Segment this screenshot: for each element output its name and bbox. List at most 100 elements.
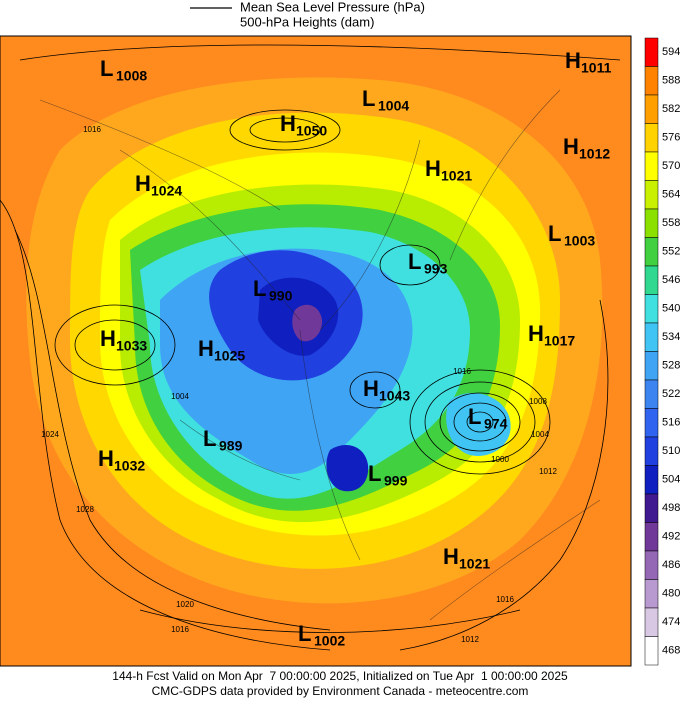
center-value: 1017 bbox=[544, 333, 575, 349]
colorbar-cell bbox=[644, 66, 659, 96]
center-value: 1004 bbox=[378, 98, 409, 114]
isobar-label: 1028 bbox=[76, 505, 94, 514]
colorbar-cell bbox=[644, 408, 659, 438]
center-letter: H bbox=[565, 48, 581, 73]
colorbar-label: 528 bbox=[662, 360, 680, 372]
center-value: 1008 bbox=[116, 68, 147, 84]
colorbar-label: 516 bbox=[662, 417, 680, 429]
colorbar-cell bbox=[644, 436, 659, 466]
colorbar-label: 576 bbox=[662, 132, 680, 144]
center-value: 993 bbox=[424, 261, 448, 277]
heights-label: 500-hPa Heights (dam) bbox=[240, 14, 374, 29]
colorbar-cell bbox=[644, 636, 659, 666]
center-value: 1033 bbox=[116, 338, 147, 354]
center-letter: H bbox=[363, 376, 379, 401]
colorbar-label: 534 bbox=[662, 331, 680, 343]
isobar-labels: 1016 1016 1020 1024 1028 1000 1004 1008 1012 1016… bbox=[41, 125, 557, 644]
isobar-label: 1008 bbox=[529, 397, 547, 406]
isobar-label: 1016 bbox=[171, 625, 189, 634]
center-value: 1032 bbox=[114, 458, 145, 474]
colorbar-cell bbox=[644, 465, 659, 495]
colorbar-label: 504 bbox=[662, 474, 680, 486]
colorbar-cell bbox=[644, 94, 659, 124]
isobar-label: 1016 bbox=[453, 367, 471, 376]
colorbar-label: 588 bbox=[662, 75, 680, 87]
colorbar-cell bbox=[644, 123, 659, 153]
center-letter: H bbox=[425, 156, 441, 181]
isobar-label: 1012 bbox=[461, 635, 479, 644]
colorbar-cell bbox=[644, 37, 659, 67]
colorbar-cell bbox=[644, 493, 659, 523]
center-value: 989 bbox=[219, 438, 243, 454]
isobar-label: 1004 bbox=[531, 430, 549, 439]
map bbox=[0, 35, 632, 667]
colorbar-label: 558 bbox=[662, 217, 680, 229]
isobar-label: 1012 bbox=[539, 467, 557, 476]
isobar-label: 1000 bbox=[491, 455, 509, 464]
center-value: 1002 bbox=[314, 633, 345, 649]
center-letter: H bbox=[563, 134, 579, 159]
colorbar-cell bbox=[644, 237, 659, 267]
colorbar-cell bbox=[644, 351, 659, 381]
colorbar-label: 486 bbox=[662, 559, 680, 571]
colorbar-cell bbox=[644, 180, 659, 210]
colorbar-label: 564 bbox=[662, 189, 680, 201]
pressure-label: Mean Sea Level Pressure (hPa) bbox=[240, 0, 425, 14]
center-value: 1024 bbox=[151, 183, 182, 199]
colorbar-cell bbox=[644, 579, 659, 609]
center-value: 1012 bbox=[579, 146, 610, 162]
center-letter: L bbox=[203, 426, 216, 451]
center-letter: H bbox=[100, 326, 116, 351]
footer-line2: CMC-GDPS data provided by Environment Ca… bbox=[152, 684, 529, 698]
center-letter: H bbox=[528, 321, 544, 346]
center-letter: H bbox=[98, 446, 114, 471]
center-letter: L bbox=[408, 249, 421, 274]
center-value: 1043 bbox=[379, 388, 410, 404]
center-letter: H bbox=[443, 544, 459, 569]
colorbar-cell bbox=[644, 322, 659, 352]
colorbar-label: 498 bbox=[662, 502, 680, 514]
colorbar-label: 480 bbox=[662, 588, 680, 600]
colorbar-cell bbox=[644, 379, 659, 409]
isobar-label: 1004 bbox=[171, 392, 189, 401]
colorbar-cell bbox=[644, 550, 659, 580]
center-letter: L bbox=[298, 621, 311, 646]
center-value: 974 bbox=[484, 416, 508, 432]
center-value: 1021 bbox=[441, 168, 472, 184]
colorbar-cell bbox=[644, 522, 659, 552]
colorbar-label: 540 bbox=[662, 303, 680, 315]
colorbar-label: 522 bbox=[662, 388, 680, 400]
center-letter: H bbox=[280, 111, 296, 136]
colorbar-cell bbox=[644, 294, 659, 324]
center-value: 1003 bbox=[564, 233, 595, 249]
center-letter: L bbox=[368, 461, 381, 486]
center-value: 1021 bbox=[459, 556, 490, 572]
isobar-label: 1020 bbox=[176, 600, 194, 609]
colorbar-label: 546 bbox=[662, 274, 680, 286]
colorbar-label: 570 bbox=[662, 160, 680, 172]
center-value: 1050 bbox=[296, 123, 327, 139]
center-value: 990 bbox=[269, 288, 293, 304]
center-letter: H bbox=[198, 336, 214, 361]
colorbar-label: 552 bbox=[662, 246, 680, 258]
colorbar-label: 594 bbox=[662, 46, 680, 58]
colorbar-cell bbox=[644, 208, 659, 238]
center-letter: L bbox=[253, 276, 266, 301]
isobar-label: 1016 bbox=[496, 595, 514, 604]
center-letter: L bbox=[548, 221, 561, 246]
colorbar-label: 510 bbox=[662, 445, 680, 457]
center-value: 999 bbox=[384, 473, 408, 489]
isobar-label: 1024 bbox=[41, 430, 59, 439]
colorbar-label: 582 bbox=[662, 103, 680, 115]
center-value: 1025 bbox=[214, 348, 245, 364]
footer-line1: 144-h Fcst Valid on Mon Apr 7 00:00:00 2… bbox=[112, 669, 568, 683]
center-letter: L bbox=[468, 404, 481, 429]
colorbar: 594 588 582 576 570 564 558 552 546 540 534 528 522 5… bbox=[644, 37, 680, 666]
colorbar-cell bbox=[644, 151, 659, 181]
colorbar-cell bbox=[644, 265, 659, 295]
center-letter: L bbox=[100, 56, 113, 81]
isobar-label: 1016 bbox=[83, 125, 101, 134]
center-value: 1011 bbox=[581, 60, 612, 76]
